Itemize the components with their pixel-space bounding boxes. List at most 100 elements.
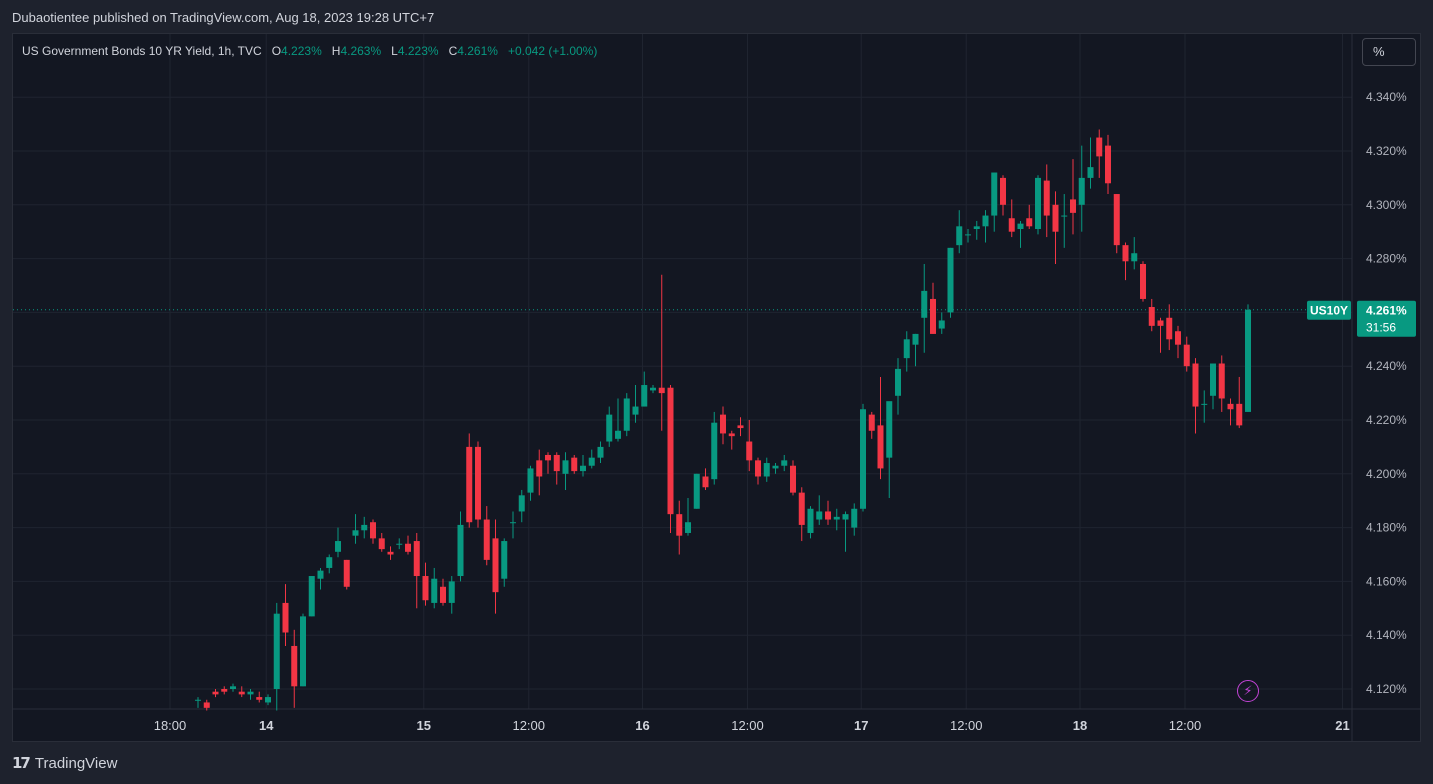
- candle: [982, 210, 989, 243]
- candle-body: [641, 385, 648, 407]
- candle: [606, 406, 613, 447]
- candle-body: [790, 465, 796, 493]
- candle: [1096, 129, 1103, 178]
- candle: [912, 333, 919, 367]
- candle: [632, 385, 639, 423]
- brand-name: TradingView: [34, 754, 118, 772]
- candle-body: [291, 645, 298, 687]
- candle: [422, 562, 429, 606]
- time-tick-label: 15: [417, 718, 431, 733]
- candle: [1052, 191, 1059, 264]
- candle: [545, 452, 551, 474]
- candle-body: [518, 495, 525, 512]
- candle-body: [1148, 307, 1155, 326]
- candle: [536, 449, 543, 496]
- candle: [895, 358, 901, 415]
- close-label: C: [448, 44, 458, 58]
- candle: [405, 535, 411, 555]
- candle: [282, 584, 289, 646]
- candle: [396, 538, 403, 550]
- candle-body: [1070, 199, 1076, 213]
- candle: [1105, 134, 1111, 195]
- price-tick-label: 4.220%: [1366, 413, 1407, 427]
- candle: [877, 376, 884, 480]
- price-tag-bg: [1357, 300, 1416, 337]
- candle-body: [1131, 253, 1138, 262]
- time-tick-label: 18: [1073, 718, 1087, 733]
- candle-body: [737, 425, 744, 429]
- candle-body: [588, 457, 595, 466]
- low-value: 4.223%: [397, 44, 439, 58]
- percent-scale-button[interactable]: %: [1362, 38, 1416, 66]
- candle-body: [1026, 218, 1033, 227]
- candle: [431, 567, 438, 609]
- low-label: L: [391, 44, 398, 58]
- candle-body: [877, 425, 884, 469]
- candle-body: [973, 226, 980, 230]
- time-tick-label: 14: [259, 718, 274, 733]
- candle-body: [238, 691, 245, 695]
- candle: [693, 473, 700, 509]
- candle: [1140, 261, 1146, 302]
- candle: [842, 511, 849, 552]
- candle-body: [632, 406, 639, 415]
- candle-body: [431, 578, 438, 603]
- candle: [1175, 325, 1181, 359]
- candle: [230, 683, 236, 692]
- candle: [553, 452, 560, 485]
- candle-body: [1245, 309, 1251, 412]
- candle-body: [798, 492, 805, 525]
- candle: [903, 331, 910, 372]
- price-tag-value: 4.261%: [1366, 304, 1407, 318]
- candle-body: [510, 522, 516, 524]
- candle-body: [930, 298, 936, 334]
- open-value: 4.223%: [281, 44, 322, 58]
- close-value: 4.261%: [457, 44, 498, 58]
- candle-body: [212, 691, 219, 695]
- candle-body: [562, 460, 569, 474]
- price-tag-group: US10Y 4.261% 31:56: [1307, 300, 1416, 337]
- candle: [1148, 298, 1155, 332]
- candle: [1227, 398, 1234, 426]
- candle-body: [1122, 245, 1129, 262]
- candle-body: [553, 454, 560, 472]
- candle: [387, 546, 394, 560]
- price-tick-label: 4.320%: [1366, 144, 1407, 158]
- candle-body: [247, 691, 254, 695]
- candle: [825, 500, 831, 525]
- candle-body: [300, 616, 306, 687]
- candle: [212, 689, 219, 698]
- candle: [1210, 363, 1216, 410]
- candle-body: [343, 559, 350, 587]
- candle-body: [1201, 403, 1208, 405]
- candle-body: [1227, 403, 1234, 410]
- candle-body: [308, 576, 315, 617]
- candle-body: [833, 516, 840, 520]
- candle: [361, 516, 368, 539]
- candle-body: [685, 522, 691, 533]
- candle-body: [1052, 204, 1059, 232]
- candle: [973, 220, 980, 240]
- candle-body: [623, 398, 630, 431]
- footer-brand[interactable]: 17 TradingView: [12, 754, 117, 772]
- price-tick-label: 4.280%: [1366, 252, 1407, 266]
- symbol-tag-text: US10Y: [1310, 304, 1348, 318]
- candle: [991, 172, 998, 232]
- candle-body: [965, 234, 971, 236]
- candle-body: [816, 511, 823, 520]
- countdown-value: 31:56: [1366, 321, 1396, 335]
- candle-body: [650, 387, 656, 391]
- candle: [667, 385, 674, 533]
- candle: [457, 511, 464, 582]
- candle-body: [755, 460, 761, 477]
- lightning-icon[interactable]: ⚡︎: [1237, 680, 1259, 702]
- candle-body: [387, 551, 394, 555]
- candle: [1218, 355, 1225, 412]
- candle-body: [772, 465, 779, 469]
- candle-body: [728, 433, 735, 437]
- candle-body: [221, 689, 228, 692]
- candle: [1043, 164, 1050, 238]
- candle-body: [991, 172, 998, 216]
- candle-body: [711, 422, 718, 480]
